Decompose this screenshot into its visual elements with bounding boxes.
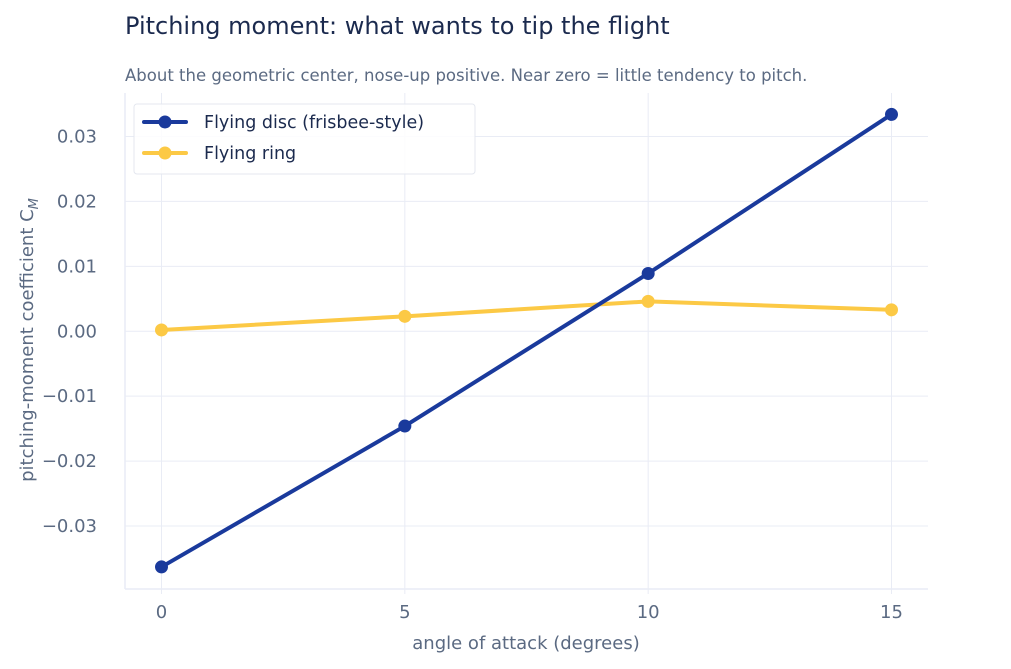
legend-box (133, 103, 476, 175)
series-line (159, 299, 894, 332)
y-tick-label: 0.02 (57, 191, 97, 212)
legend-swatch-marker (158, 115, 172, 129)
axes: 0 5 10 15 −0.03 −0.02 −0.01 0.00 0.01 0.02 0.03 (42, 93, 928, 623)
legend-item: Flying disc (frisbee-style) (142, 113, 424, 133)
series-flying-ring (155, 294, 898, 337)
chart-title: Pitching moment: what wants to tip the f… (125, 12, 670, 40)
x-tick-label: 0 (156, 602, 167, 623)
x-axis-label: angle of attack (degrees) (412, 633, 639, 654)
data-point (885, 107, 898, 121)
y-tick-label: 0.03 (57, 126, 97, 147)
data-point (155, 323, 168, 337)
chart-subtitle: About the geometric center, nose-up posi… (125, 66, 807, 85)
y-axis-label: pitching-moment coefficient CM (17, 198, 42, 482)
legend-item: Flying ring (142, 144, 296, 164)
legend-label: Flying ring (204, 144, 296, 164)
series-flying-disc (155, 107, 898, 574)
y-tick-label: −0.01 (42, 386, 97, 407)
y-tick-label: −0.03 (42, 516, 97, 537)
data-point (885, 303, 898, 317)
data-point (155, 560, 168, 574)
series-layer (155, 107, 898, 574)
x-tick-label: 5 (399, 602, 410, 623)
y-tick-label: −0.02 (42, 451, 97, 472)
y-tick-label: 0.01 (57, 256, 97, 277)
legend: Flying disc (frisbee-style) Flying ring (133, 103, 476, 175)
axis-labels: angle of attack (degrees) pitching-momen… (17, 198, 640, 654)
series-line (159, 112, 894, 569)
data-point (641, 294, 655, 308)
y-axis-label-subscript: M (27, 198, 42, 209)
x-tick-label: 15 (880, 602, 903, 623)
x-tick-label: 10 (637, 602, 660, 623)
data-point (641, 266, 655, 280)
y-tick-label: 0.00 (57, 321, 97, 342)
legend-label: Flying disc (frisbee-style) (204, 113, 424, 133)
legend-swatch-marker (158, 146, 172, 160)
data-point (398, 419, 412, 433)
data-point (398, 309, 412, 323)
y-axis-label-main: pitching-moment coefficient C (17, 209, 38, 482)
